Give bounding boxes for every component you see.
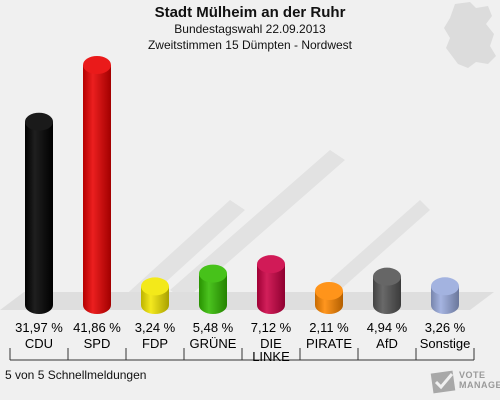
footer-note: 5 von 5 Schnellmeldungen (5, 368, 147, 382)
votemanager-logo-text: VOTE MANAGER (459, 370, 500, 390)
bar-fdp (141, 277, 169, 314)
bar-cap-pirate (315, 282, 343, 300)
bar-body-spd (83, 65, 111, 314)
value-label-die-linke: 7,12 % (250, 320, 292, 335)
chart-subtitle-election: Bundestagswahl 22.09.2013 (174, 22, 326, 36)
bar-grüne (199, 264, 227, 314)
chart-title: Stadt Mülheim an der Ruhr (154, 4, 346, 21)
bar-die-linke (257, 255, 285, 314)
bar-body-die-linke (257, 264, 285, 314)
value-label-grüne: 5,48 % (192, 320, 234, 335)
bar-sonstige (431, 277, 459, 314)
value-label-spd: 41,86 % (73, 320, 121, 335)
bar-cap-fdp (141, 277, 169, 296)
bar-spd (83, 56, 111, 314)
bar-afd (373, 267, 401, 314)
category-label-die-linke: DIE LINKE (252, 336, 290, 364)
value-label-afd: 4,94 % (366, 320, 408, 335)
bar-cap-die-linke (257, 255, 285, 274)
value-label-fdp: 3,24 % (134, 320, 176, 335)
bar-pirate (315, 282, 343, 314)
bar-cap-sonstige (431, 277, 459, 296)
category-label-fdp: FDP (142, 336, 168, 351)
background-streak-3 (330, 200, 430, 290)
background-streak-1 (170, 150, 345, 300)
value-label-pirate: 2,11 % (309, 320, 349, 335)
category-label-afd: AfD (376, 336, 398, 351)
category-label-sonstige: Sonstige (419, 336, 471, 351)
bar-body-cdu (25, 121, 53, 314)
category-label-spd: SPD (83, 336, 111, 351)
chart-floor (0, 292, 494, 310)
bar-cap-grüne (199, 264, 227, 283)
bar-cdu (25, 112, 53, 314)
bar-body-grüne (199, 273, 227, 314)
bar-body-afd (373, 276, 401, 314)
bar-cap-spd (83, 56, 111, 74)
germany-map-icon (444, 2, 496, 68)
category-label-grüne: GRÜNE (189, 336, 237, 351)
bar-cap-cdu (25, 112, 53, 131)
value-label-sonstige: 3,26 % (424, 320, 466, 335)
chart-subtitle-district: Zweitstimmen 15 Dümpten - Nordwest (147, 38, 353, 52)
logo-text-line1: VOTE (459, 370, 486, 380)
category-label-cdu: CDU (24, 336, 54, 351)
bar-cap-afd (373, 267, 401, 286)
value-label-cdu: 31,97 % (15, 320, 63, 335)
category-label-pirate: PIRATE (306, 336, 352, 351)
logo-text-line2: MANAGER (459, 380, 500, 390)
votemanager-logo (430, 370, 456, 394)
